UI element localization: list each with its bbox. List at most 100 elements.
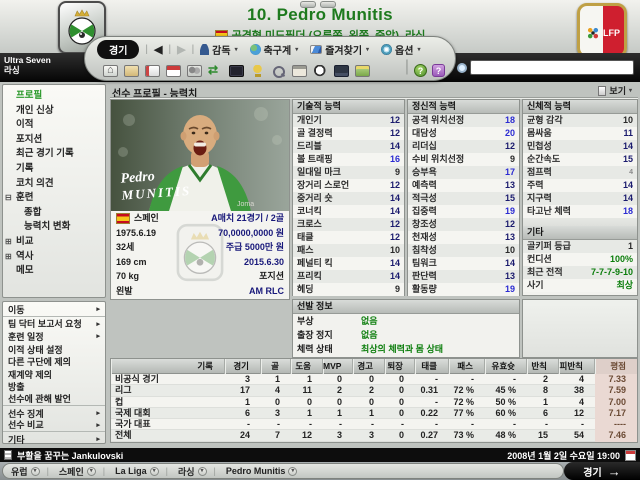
submenu-arrow-icon: ▸ [96,320,100,328]
sidebar-action-item[interactable]: 훈련 일정 ▸ [8,331,100,342]
assistant-help-icon[interactable]: ? [432,64,445,77]
player-photo: Pedro MUNITIS Joma [111,100,289,211]
continue-button[interactable]: 경기 [564,462,640,480]
binoculars-icon[interactable] [334,64,349,77]
physical-attributes-panel: 신체적 능력 균형 감각 10 몸싸움 11 민첩성 14 [522,99,638,296]
mental-attributes-panel: 정신적 능력 공격 위치선정 18 대담성 20 리더십 12 [407,99,520,296]
attribute-row: 장거리 스로언 12 [293,179,404,192]
manager-info: Ultra Seven 라싱 [4,55,51,75]
tree-expander-icon[interactable]: ⊟ [5,193,12,203]
sidebar-item[interactable]: 종합 [24,206,42,218]
tree-expander-icon[interactable]: ⊞ [5,251,12,261]
submenu-arrow-icon: ▸ [96,436,100,444]
tab-match[interactable]: 경기 [97,39,140,59]
sidebar-action-item[interactable]: 선수 비교 ▸ [3,419,105,432]
menu-item[interactable]: 즐겨찾기 [310,42,369,57]
profile-card-icon[interactable] [145,64,160,77]
stats-row: 국제 대회 6 3 1 1 1 0 0.22 77 % 60 % 6 12 7.17 [111,407,637,420]
submenu-arrow-icon: ▸ [96,333,100,341]
trophy-icon[interactable] [250,64,265,77]
player-title: 10. Pedro Munitis [247,5,393,24]
sidebar-action-item[interactable]: 이동 ▸ [3,304,105,317]
attribute-row: 판단력 13 [408,270,519,283]
sidebar-item[interactable]: 프로필 [16,90,43,101]
forward-button[interactable]: ▶ [177,43,186,56]
sidebar-item[interactable]: ⊞ 역사 [3,250,105,265]
dropdown-circle-icon[interactable] [86,466,96,476]
help-icon[interactable]: ? [414,64,427,77]
sidebar-action-item[interactable]: 선수 징계 ▸ [8,408,100,419]
sidebar-item[interactable]: ⊟ 훈련 [3,191,105,206]
sidebar-item[interactable]: 최근 경기 기록 [16,148,74,160]
sidebar-action-item[interactable]: 방출 [8,382,25,393]
sidebar-action-item[interactable]: 선수에 관해 발언 [3,393,105,406]
search-icon [457,63,467,73]
sidebar-item[interactable]: 이적 [16,119,34,131]
stats-header-cell: 기록 [111,359,225,374]
selection-info-panel: 선발 정보 부상 없음 출장 정지 없음 체력 상태 최상의 체력과 몸 상태 [292,299,520,358]
attribute-row: 창조성 12 [408,218,519,231]
stats-header-cell: 퇴장 [385,359,415,374]
photo-signature-last: MUNITIS [120,183,191,203]
transfer-arrows-icon[interactable] [208,63,223,77]
window-split-right-button[interactable] [320,1,336,8]
window-split-left-button[interactable] [300,1,316,8]
page-title: 선수 프로필 - 능력치 [112,89,198,100]
home-icon[interactable] [103,64,118,77]
sidebar-item[interactable]: 메모 [16,265,34,277]
empty-panel [522,299,638,358]
breadcrumb-item[interactable]: La Liga [96,466,159,476]
breadcrumb-item[interactable]: 유럽 [11,465,40,478]
sidebar-action-item[interactable]: 다른 구단에 제의 [8,357,71,368]
squad-icon[interactable] [187,64,202,77]
menu-item[interactable]: 옵션 [381,42,420,57]
breadcrumb-item[interactable]: Pedro Munitis [207,466,298,476]
submenu-arrow-icon: ▸ [96,306,100,314]
sidebar-item[interactable]: 기록 [16,162,34,174]
training-ball-icon[interactable] [313,64,328,77]
sidebar-item[interactable]: 코치 의견 [16,177,54,189]
menu-item[interactable]: 축구계 [249,42,299,57]
attribute-row: 균형 감각 10 [523,114,637,127]
clipboard-icon[interactable] [292,64,307,77]
dropdown-circle-icon[interactable] [288,466,298,476]
sidebar-action-item[interactable]: 재계약 제의 [8,369,52,380]
scout-search-icon[interactable] [271,65,286,78]
attribute-row: 드리블 14 [293,140,404,153]
sidebar-item[interactable]: 개인 신상 [16,104,54,116]
view-menu[interactable]: 보기 [598,84,632,97]
sidebar-action-item[interactable]: 팀 닥터 보고서 요청 ▸ [8,319,100,330]
tree-expander-icon[interactable]: ⊞ [5,236,12,246]
stats-row: 컵 1 0 0 0 0 0-72 % 50 % 1 4 7.00 [111,396,637,408]
breadcrumb-item[interactable]: 라싱 [159,465,207,478]
inbox-icon[interactable] [124,64,139,77]
attribute-row: 천재성 13 [408,231,519,244]
stats-header-cell: 경고 [353,359,385,374]
finance-icon[interactable] [355,64,370,77]
calendar-icon[interactable] [166,64,181,77]
attribute-row: 몸싸움 11 [523,127,637,140]
dropdown-circle-icon[interactable] [197,466,207,476]
dropdown-circle-icon[interactable] [30,466,40,476]
sidebar-action-item[interactable]: 기타 ▸ [8,434,100,445]
back-button[interactable]: ◀ [154,43,163,56]
stats-header-cell: 태클 [415,359,449,374]
divider [523,218,637,226]
search-input[interactable] [470,60,634,75]
sidebar-item[interactable]: ⊞ 비교 [3,235,105,250]
breadcrumb-item[interactable]: 스페인 [40,465,96,478]
stats-header-cell: MVP [323,359,353,374]
player-info-row: 스페인 A매치 21경기 / 2골 [111,211,289,226]
attribute-row: 볼 트래핑 16 [293,153,404,166]
dropdown-circle-icon[interactable] [149,466,159,476]
menu-item[interactable]: 감독 [200,42,237,57]
sidebar-item[interactable]: 포지션 [16,133,43,145]
ticker-text[interactable]: 부활을 꿈꾸는 Jankulovski [17,450,124,461]
sidebar-item[interactable]: 능력치 변화 [24,221,71,233]
menu-icon [310,44,323,54]
player-info-row: 32세 주급 5000만 원 [116,242,284,253]
tactics-board-icon[interactable] [229,64,244,77]
attribute-row: 리더십 12 [408,140,519,153]
sidebar-action-item[interactable]: 이적 상태 설정 [8,344,63,355]
attribute-row: 대담성 20 [408,127,519,140]
